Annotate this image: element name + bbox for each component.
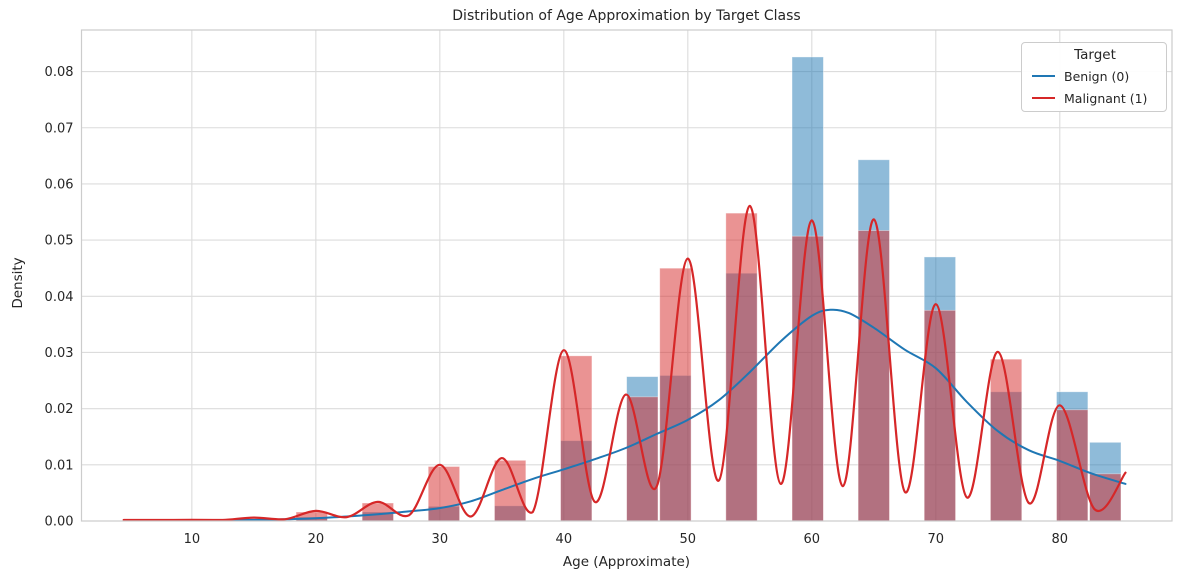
legend-item-malignant-label: Malignant (1) bbox=[1064, 90, 1148, 106]
x-tick-label: 10 bbox=[184, 532, 201, 547]
y-tick-label: 0.05 bbox=[45, 234, 74, 249]
malignant-bars bbox=[295, 212, 1122, 522]
x-tick-label: 60 bbox=[804, 532, 821, 547]
y-tick-label: 0.00 bbox=[45, 515, 74, 530]
x-tick-label: 20 bbox=[308, 532, 325, 547]
malignant-line-swatch bbox=[1032, 97, 1055, 99]
malignant-bar bbox=[857, 230, 890, 522]
y-tick-label: 0.04 bbox=[45, 290, 74, 305]
benign-line-swatch bbox=[1032, 75, 1055, 77]
y-tick-label: 0.02 bbox=[45, 402, 74, 417]
malignant-bar bbox=[427, 466, 461, 522]
x-tick-label: 50 bbox=[680, 532, 697, 547]
x-tick-label: 70 bbox=[928, 532, 945, 547]
y-tick-label: 0.06 bbox=[45, 177, 74, 192]
legend-item-benign-label: Benign (0) bbox=[1064, 68, 1130, 84]
legend: Target Benign (0) Malignant (1) bbox=[1021, 42, 1167, 112]
x-tick-labels: 10 20 30 40 50 60 70 80 bbox=[184, 532, 1068, 547]
malignant-bar bbox=[923, 309, 956, 522]
x-tick-label: 80 bbox=[1052, 532, 1069, 547]
chart-title: Distribution of Age Approximation by Tar… bbox=[452, 8, 801, 24]
malignant-bar bbox=[560, 355, 593, 522]
legend-item-malignant: Malignant (1) bbox=[1032, 87, 1158, 109]
y-tick-labels: 0.00 0.01 0.02 0.03 0.04 0.05 0.06 0.07 0.08 bbox=[45, 65, 74, 529]
malignant-bar bbox=[626, 396, 659, 522]
x-axis-label: Age (Approximate) bbox=[562, 554, 691, 570]
malignant-kde-line bbox=[122, 204, 1127, 522]
y-tick-label: 0.07 bbox=[45, 121, 74, 136]
x-tick-label: 40 bbox=[556, 532, 573, 547]
x-tick-label: 30 bbox=[432, 532, 449, 547]
y-tick-label: 0.08 bbox=[45, 65, 74, 80]
y-tick-label: 0.03 bbox=[45, 346, 74, 361]
malignant-bar bbox=[791, 235, 824, 522]
y-tick-label: 0.01 bbox=[45, 458, 74, 473]
benign-kde-line bbox=[228, 308, 1127, 521]
legend-item-benign: Benign (0) bbox=[1032, 65, 1158, 87]
plot-border bbox=[80, 29, 1173, 522]
malignant-bar bbox=[659, 267, 692, 522]
legend-title: Target bbox=[1074, 47, 1116, 63]
